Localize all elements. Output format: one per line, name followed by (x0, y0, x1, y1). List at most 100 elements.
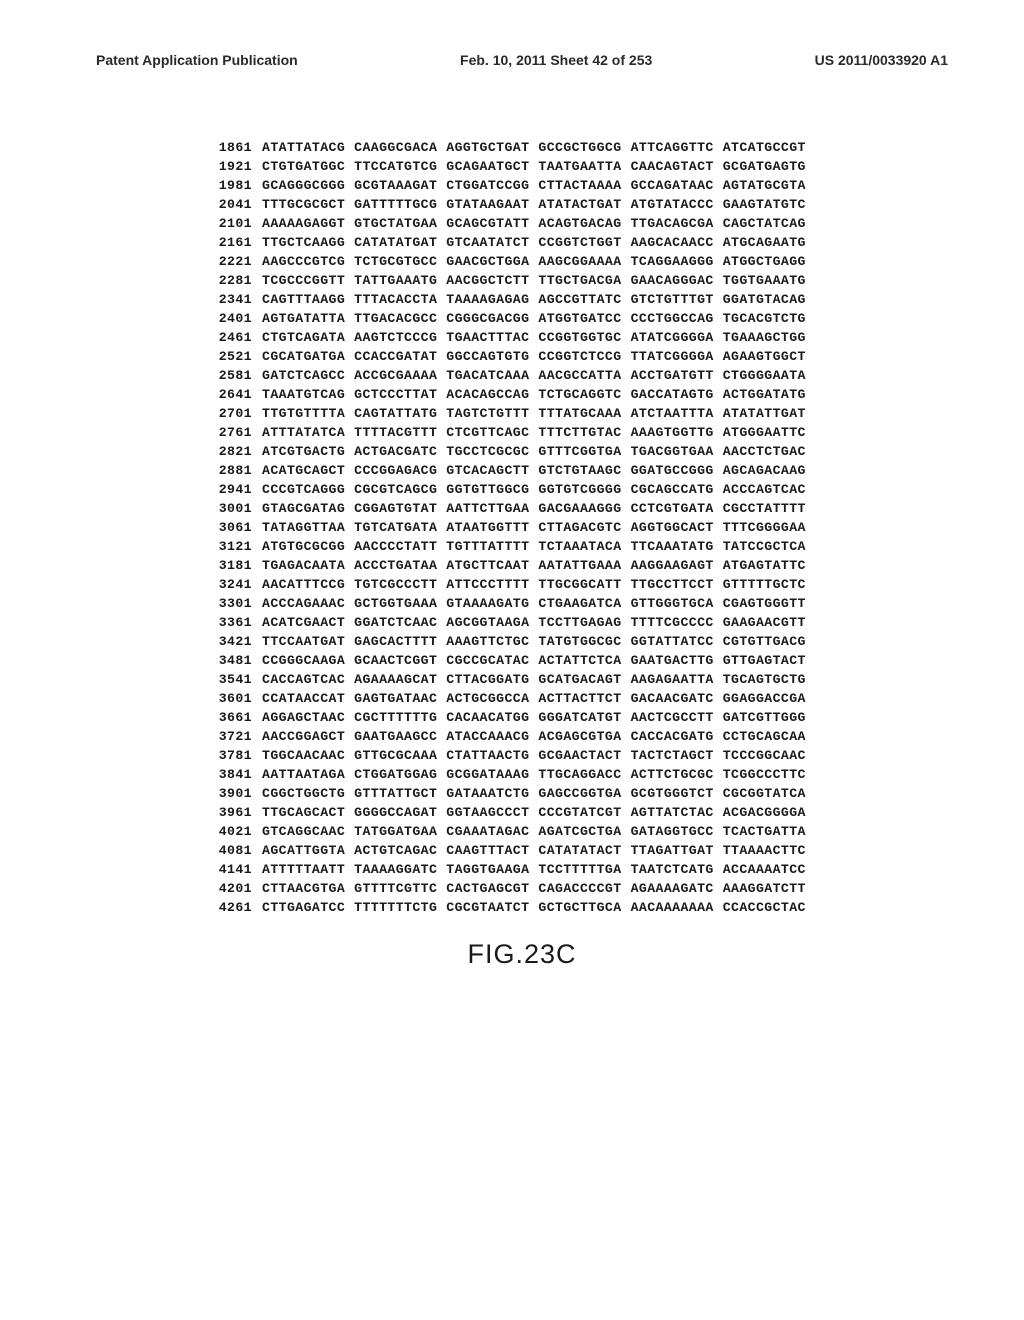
sequence-group: TTAGATTGAT (631, 841, 714, 860)
sequence-group: AAGCGGAAAA (538, 252, 621, 271)
sequence-group: CGCAGCCATG (631, 480, 714, 499)
sequence-group: CCCTGGCCAG (631, 309, 714, 328)
sequence-group: TGTCGCCCTT (354, 575, 437, 594)
sequence-group: GCTCCCTTAT (354, 385, 437, 404)
sequence-position: 4021 (200, 822, 252, 841)
sequence-group: ATTTTTAATT (262, 860, 345, 879)
sequence-row: 1981GCAGGGCGGGGCGTAAAGATCTGGATCCGGCTTACT… (200, 176, 954, 195)
sequence-group: AGGTGCTGAT (446, 138, 529, 157)
sequence-group: GAGCACTTTT (354, 632, 437, 651)
sequence-group: TGAAAGCTGG (723, 328, 806, 347)
sequence-row: 3121ATGTGCGCGGAACCCCTATTTGTTTATTTTTCTAAA… (200, 537, 954, 556)
sequence-group: TAATGAATTA (538, 157, 621, 176)
sequence-group: CACTGAGCGT (446, 879, 529, 898)
sequence-row: 2281TCGCCCGGTTTATTGAAATGAACGGCTCTTTTGCTG… (200, 271, 954, 290)
sequence-position: 3421 (200, 632, 252, 651)
sequence-group: ATATACTGAT (538, 195, 621, 214)
sequence-group: GTTGGGTGCA (631, 594, 714, 613)
sequence-group: AGCATTGGTA (262, 841, 345, 860)
sequence-group: GATAAATCTG (446, 784, 529, 803)
sequence-group: TGAGACAATA (262, 556, 345, 575)
sequence-group: TGCACGTCTG (723, 309, 806, 328)
sequence-group: ATATTATACG (262, 138, 345, 157)
sequence-group: TCCTTTTTGA (538, 860, 621, 879)
sequence-group: GTGCTATGAA (354, 214, 437, 233)
sequence-group: TCTGCAGGTC (538, 385, 621, 404)
sequence-group: AGAAGTGGCT (723, 347, 806, 366)
sequence-group: ATGTATACCC (631, 195, 714, 214)
sequence-group: ATTTATATCA (262, 423, 345, 442)
sequence-group: ATACCAAACG (446, 727, 529, 746)
sequence-group: ATGGGAATTC (723, 423, 806, 442)
sequence-group: ACATCGAACT (262, 613, 345, 632)
sequence-group: TTGACAGCGA (631, 214, 714, 233)
figure-label: FIG.23C (90, 939, 954, 970)
sequence-group: CTCGTTCAGC (446, 423, 529, 442)
sequence-group: TCTAAATACA (538, 537, 621, 556)
sequence-row: 3601CCATAACCATGAGTGATAACACTGCGGCCAACTTAC… (200, 689, 954, 708)
sequence-group: ACCCTGATAA (354, 556, 437, 575)
sequence-group: GACAACGATC (631, 689, 714, 708)
sequence-group: AACTCGCCTT (631, 708, 714, 727)
sequence-group: TGACATCAAA (446, 366, 529, 385)
sequence-group: AACGCCATTA (538, 366, 621, 385)
sequence-group: AGAAAAGATC (631, 879, 714, 898)
sequence-group: AAGTCTCCCG (354, 328, 437, 347)
sequence-position: 2101 (200, 214, 252, 233)
sequence-position: 3481 (200, 651, 252, 670)
sequence-group: GTTGCGCAAA (354, 746, 437, 765)
sequence-group: CACCACGATG (631, 727, 714, 746)
sequence-position: 2041 (200, 195, 252, 214)
sequence-group: GAGCCGGTGA (538, 784, 621, 803)
sequence-row: 3361ACATCGAACTGGATCTCAACAGCGGTAAGATCCTTG… (200, 613, 954, 632)
sequence-group: CTTAACGTGA (262, 879, 345, 898)
sequence-row: 2461CTGTCAGATAAAGTCTCCCGTGAACTTTACCCGGTG… (200, 328, 954, 347)
sequence-group: ACTTCTGCGC (631, 765, 714, 784)
sequence-group: GTTTTCGTTC (354, 879, 437, 898)
sequence-group: ACTGTCAGAC (354, 841, 437, 860)
sequence-group: AGTGATATTA (262, 309, 345, 328)
sequence-group: AAAGTTCTGC (446, 632, 529, 651)
sequence-row: 3901CGGCTGGCTGGTTTATTGCTGATAAATCTGGAGCCG… (200, 784, 954, 803)
sequence-group: CCACCGATAT (354, 347, 437, 366)
sequence-row: 2881ACATGCAGCTCCCGGAGACGGTCACAGCTTGTCTGT… (200, 461, 954, 480)
sequence-group: GGTGTTGGCG (446, 480, 529, 499)
sequence-position: 2881 (200, 461, 252, 480)
sequence-group: TATGGATGAA (354, 822, 437, 841)
sequence-group: GGAGGACCGA (723, 689, 806, 708)
sequence-position: 4141 (200, 860, 252, 879)
sequence-row: 3661AGGAGCTAACCGCTTTTTTGCACAACATGGGGGATC… (200, 708, 954, 727)
sequence-group: TTTACACCTA (354, 290, 437, 309)
sequence-group: ATGTGCGCGG (262, 537, 345, 556)
sequence-row: 3421TTCCAATGATGAGCACTTTTAAAGTTCTGCTATGTG… (200, 632, 954, 651)
sequence-group: GGGATCATGT (538, 708, 621, 727)
sequence-position: 3001 (200, 499, 252, 518)
sequence-group: CGCGTAATCT (446, 898, 529, 917)
sequence-group: CAGACCCCGT (538, 879, 621, 898)
sequence-position: 1921 (200, 157, 252, 176)
sequence-group: CAACAGTACT (631, 157, 714, 176)
sequence-position: 3181 (200, 556, 252, 575)
sequence-group: GCGATGAGTG (723, 157, 806, 176)
sequence-row: 4081AGCATTGGTAACTGTCAGACCAAGTTTACTCATATA… (200, 841, 954, 860)
sequence-row: 2641TAAATGTCAGGCTCCCTTATACACAGCCAGTCTGCA… (200, 385, 954, 404)
sequence-group: GCATGACAGT (538, 670, 621, 689)
sequence-group: ATTCCCTTTT (446, 575, 529, 594)
sequence-position: 2521 (200, 347, 252, 366)
sequence-group: ATATATTGAT (723, 404, 806, 423)
sequence-row: 2341CAGTTTAAGGTTTACACCTATAAAAGAGAGAGCCGT… (200, 290, 954, 309)
sequence-group: CTATTAACTG (446, 746, 529, 765)
sequence-row: 2581GATCTCAGCCACCGCGAAAATGACATCAAAAACGCC… (200, 366, 954, 385)
sequence-group: AATATTGAAA (538, 556, 621, 575)
sequence-group: GTCAGGCAAC (262, 822, 345, 841)
sequence-group: AATTAATAGA (262, 765, 345, 784)
sequence-listing: 1861ATATTATACGCAAGGCGACAAGGTGCTGATGCCGCT… (200, 138, 954, 917)
sequence-position: 2581 (200, 366, 252, 385)
sequence-group: CCGGTGGTGC (538, 328, 621, 347)
sequence-group: AACATTTCCG (262, 575, 345, 594)
sequence-group: AAAGGATCTT (723, 879, 806, 898)
sequence-group: AAGAGAATTA (631, 670, 714, 689)
sequence-group: CTTACGGATG (446, 670, 529, 689)
sequence-position: 2641 (200, 385, 252, 404)
sequence-position: 3721 (200, 727, 252, 746)
